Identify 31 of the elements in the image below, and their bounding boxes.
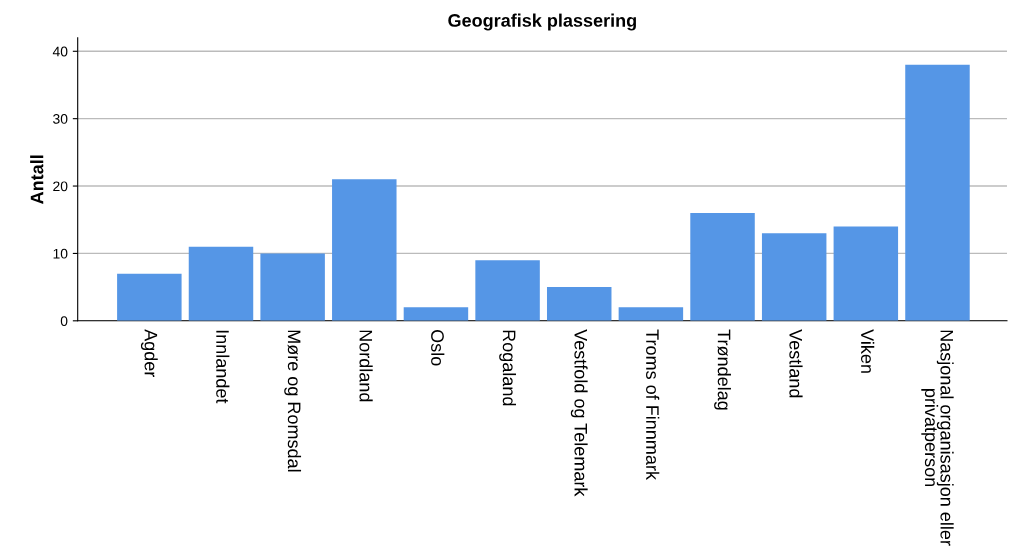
x-tick-label: Agder bbox=[140, 329, 158, 378]
y-tick-label: 30 bbox=[53, 114, 68, 124]
x-tick-label: Viken bbox=[860, 329, 875, 373]
x-tick-label: Trøndelag bbox=[714, 329, 731, 410]
x-tick-label: Vestfold og Telemark bbox=[570, 329, 588, 497]
x-tick-label: Nordland bbox=[359, 330, 373, 402]
bar bbox=[905, 64, 970, 321]
y-tick-label: 0 bbox=[60, 316, 68, 326]
bar bbox=[690, 213, 755, 321]
chart-title: Geografisk plassering bbox=[448, 13, 636, 31]
bar bbox=[475, 260, 540, 321]
x-tick-label: Vestland bbox=[789, 329, 803, 398]
bar bbox=[761, 233, 827, 321]
bar bbox=[188, 246, 254, 321]
y-tick-label: 20 bbox=[53, 181, 68, 192]
y-axis-title: Antall bbox=[30, 155, 44, 204]
x-tick-label: Innlandet bbox=[216, 330, 230, 404]
bar bbox=[618, 307, 684, 321]
bar bbox=[117, 273, 182, 321]
bar bbox=[260, 253, 325, 321]
y-tick-label: 40 bbox=[52, 46, 68, 57]
x-tick-label: Rogaland bbox=[499, 330, 516, 406]
x-tick-label: Oslo bbox=[431, 330, 445, 366]
x-tick-label: Nasjonal organisasjon eller privatperson bbox=[921, 330, 954, 546]
bar bbox=[833, 226, 899, 321]
y-tick-label: 10 bbox=[53, 248, 68, 259]
bar bbox=[332, 179, 397, 321]
bar bbox=[546, 287, 612, 321]
x-tick-label: Møre og Romsdal bbox=[284, 330, 302, 472]
bar bbox=[403, 307, 469, 321]
x-tick-label: Troms of Finnmark bbox=[646, 329, 660, 480]
